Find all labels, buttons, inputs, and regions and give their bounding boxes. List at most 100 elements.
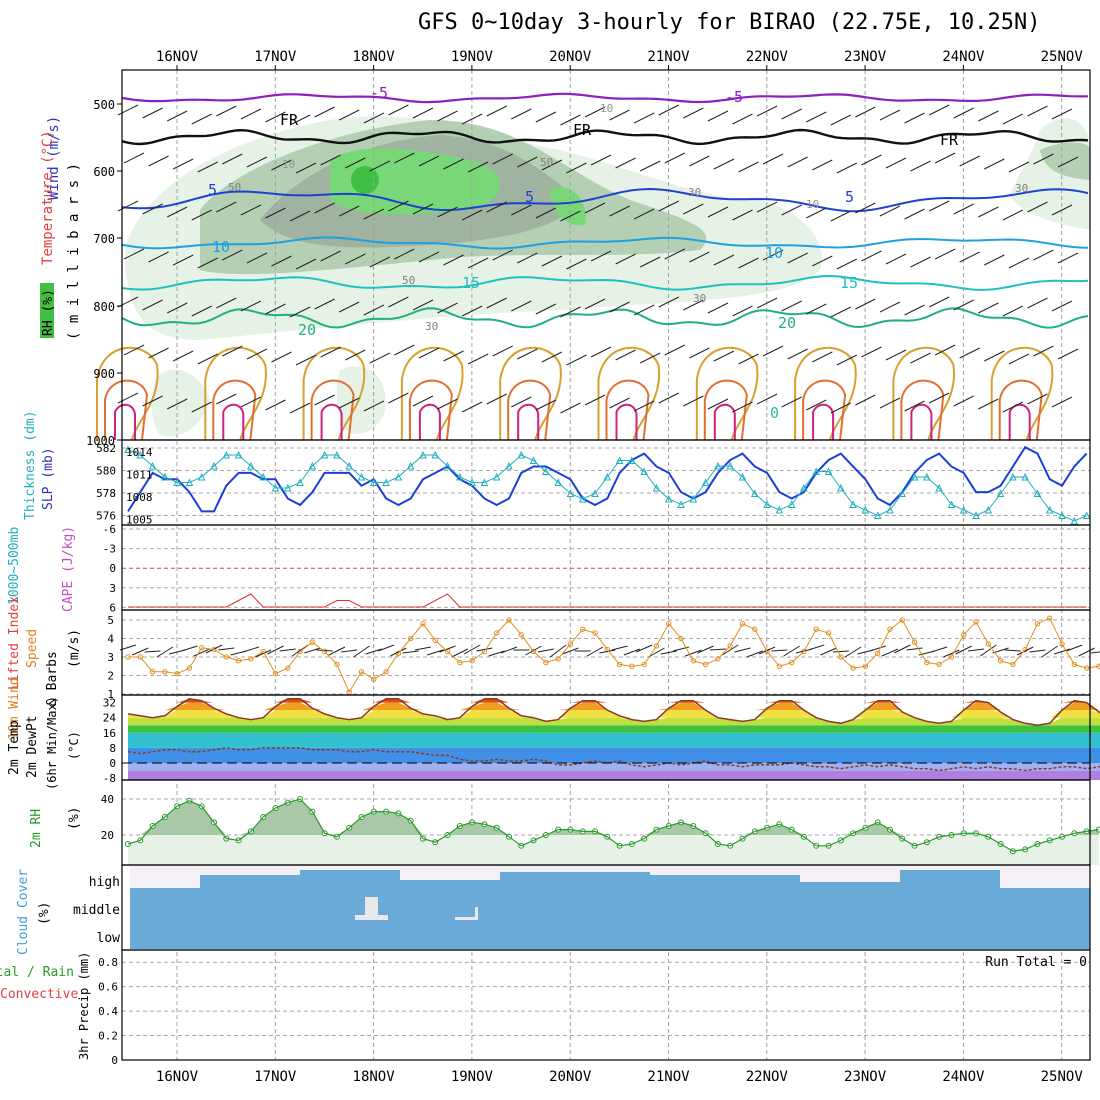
wind-barb xyxy=(271,255,292,267)
wind10-point xyxy=(678,635,684,642)
wind10-point xyxy=(973,619,979,625)
date-label-bottom: 20NOV xyxy=(549,1069,592,1085)
wind-barb xyxy=(879,205,901,217)
panel-frame xyxy=(121,949,1091,1061)
contour-label: 5 xyxy=(845,188,854,206)
wind-barb xyxy=(1057,252,1079,264)
wind-barb xyxy=(560,306,581,318)
wind10-point xyxy=(518,632,524,638)
wind-barb xyxy=(412,299,434,311)
wind-barb xyxy=(855,106,876,118)
wind-barb xyxy=(289,210,311,222)
wind-barb xyxy=(738,257,759,269)
cloud-middle-gap xyxy=(355,897,388,920)
contour-label: FR xyxy=(940,131,959,149)
cloud-high-gaps xyxy=(130,866,1090,888)
contour-label: -5 xyxy=(725,88,743,106)
wind-barb xyxy=(707,110,729,122)
wind-barb xyxy=(443,350,464,362)
wind-barb xyxy=(412,395,434,407)
wind-barb xyxy=(265,399,286,411)
contour-label: 30 xyxy=(425,320,438,333)
wind10-barb xyxy=(267,645,284,655)
wind-barb xyxy=(344,349,366,361)
wind-barb xyxy=(369,256,391,268)
thickness-tick-label: 578 xyxy=(96,487,116,500)
temp-axis-label-a: 2m Temp xyxy=(7,720,22,775)
thickness-point xyxy=(677,500,685,508)
wind-barb xyxy=(855,298,876,310)
wind-barb xyxy=(1033,345,1054,357)
li-tick-label: 3 xyxy=(109,582,116,595)
cape-axis-label: CAPE (J/kg) xyxy=(61,526,76,612)
slp-axis-label: SLP (mb) xyxy=(41,447,56,510)
wind10-barb xyxy=(881,648,899,657)
cloud-level-high: high xyxy=(89,875,120,890)
wind-barb xyxy=(1051,396,1073,408)
panel-frame xyxy=(121,439,1091,526)
thickness-tick-label: 580 xyxy=(96,465,116,478)
thickness-point xyxy=(1082,511,1091,519)
wind10-point xyxy=(1034,621,1041,627)
thickness-point xyxy=(787,500,796,508)
wind10-barb xyxy=(930,646,948,653)
wind-axis-label: Wind (m/s) xyxy=(46,116,62,200)
thickness-point xyxy=(898,489,907,497)
wind10-point xyxy=(592,630,598,636)
wind-barb xyxy=(683,203,704,215)
upper-ytick-label: 700 xyxy=(93,232,115,246)
wind10-axis-label-c: & Barbs xyxy=(45,651,60,706)
wind-barb xyxy=(590,346,612,358)
wind10-barb xyxy=(783,645,800,657)
wind-barb xyxy=(732,209,753,221)
wind-barb xyxy=(486,201,507,213)
wind-barb xyxy=(222,249,243,261)
wind10-barb xyxy=(599,649,616,654)
wind-barb xyxy=(713,350,735,362)
wind10-point xyxy=(1047,615,1053,621)
contour-label: 50 xyxy=(540,156,553,169)
thickness-point xyxy=(750,489,759,497)
isotherm-20 xyxy=(121,307,1089,329)
wind10-point xyxy=(653,643,660,649)
wind10-barb xyxy=(304,647,321,654)
rh-axis-label: RH (%) xyxy=(41,289,56,336)
rh2m-tick-label: 20 xyxy=(101,829,114,842)
rh-area-green xyxy=(330,148,500,215)
wind10-barb xyxy=(1041,645,1059,658)
wind-barb xyxy=(437,302,458,314)
wind-barb xyxy=(344,253,366,265)
wind10-point xyxy=(309,639,316,645)
wind-barb xyxy=(609,205,630,217)
wind-barb xyxy=(664,248,685,260)
wind-barb xyxy=(197,353,218,365)
isotherm-25 xyxy=(96,346,159,441)
precip-axis-label-b: Convective xyxy=(0,987,78,1002)
wind-barb xyxy=(117,392,139,404)
wind-barb xyxy=(756,105,778,117)
wind10-barb xyxy=(808,644,825,651)
temp-tick-label: 24 xyxy=(103,712,117,725)
thickness-point xyxy=(554,478,562,486)
wind10-point xyxy=(715,656,721,662)
wind-barb xyxy=(148,155,169,167)
temp-band xyxy=(128,717,1100,726)
wind-barb xyxy=(394,344,415,356)
wind-barb xyxy=(566,354,587,366)
wind-barb xyxy=(1057,156,1079,168)
isotherm-35 xyxy=(114,403,136,440)
temp-axis-label-b: 2m DewPt xyxy=(25,715,40,778)
contour-label: 30 xyxy=(1015,182,1028,195)
wind10-barb xyxy=(291,644,309,657)
wind-barb xyxy=(806,399,827,411)
thickness-point xyxy=(1058,511,1066,519)
slp-tick-label: 1014 xyxy=(126,446,153,459)
wind10-barb xyxy=(709,648,726,651)
wind-barb xyxy=(369,352,391,364)
wind10-tick-label: 3 xyxy=(107,651,114,664)
thickness-point xyxy=(357,472,366,481)
wind10-barb xyxy=(721,644,739,656)
thickness-tick-label: 582 xyxy=(96,442,116,455)
li-tick-label: -6 xyxy=(103,523,116,536)
wind-barb xyxy=(117,200,139,212)
